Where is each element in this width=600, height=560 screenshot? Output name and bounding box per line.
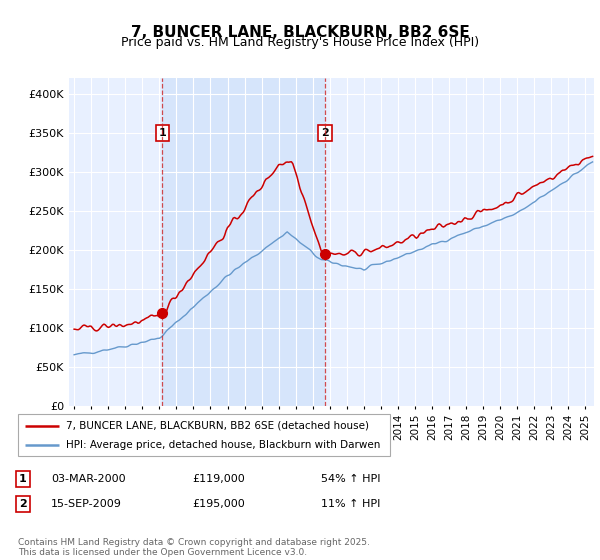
Text: 15-SEP-2009: 15-SEP-2009	[51, 499, 122, 509]
Text: 54% ↑ HPI: 54% ↑ HPI	[321, 474, 380, 484]
Text: 7, BUNCER LANE, BLACKBURN, BB2 6SE (detached house): 7, BUNCER LANE, BLACKBURN, BB2 6SE (deta…	[67, 421, 370, 431]
Text: 2: 2	[321, 128, 329, 138]
Text: £119,000: £119,000	[192, 474, 245, 484]
Text: 7, BUNCER LANE, BLACKBURN, BB2 6SE: 7, BUNCER LANE, BLACKBURN, BB2 6SE	[131, 25, 469, 40]
Text: Price paid vs. HM Land Registry's House Price Index (HPI): Price paid vs. HM Land Registry's House …	[121, 36, 479, 49]
Text: 1: 1	[19, 474, 26, 484]
Bar	[162, 78, 325, 406]
FancyBboxPatch shape	[18, 414, 390, 456]
Text: 11% ↑ HPI: 11% ↑ HPI	[321, 499, 380, 509]
Text: 03-MAR-2000: 03-MAR-2000	[51, 474, 125, 484]
Text: Contains HM Land Registry data © Crown copyright and database right 2025.
This d: Contains HM Land Registry data © Crown c…	[18, 538, 370, 557]
Text: £195,000: £195,000	[192, 499, 245, 509]
Text: 1: 1	[158, 128, 166, 138]
Text: 2: 2	[19, 499, 26, 509]
Text: HPI: Average price, detached house, Blackburn with Darwen: HPI: Average price, detached house, Blac…	[67, 440, 381, 450]
